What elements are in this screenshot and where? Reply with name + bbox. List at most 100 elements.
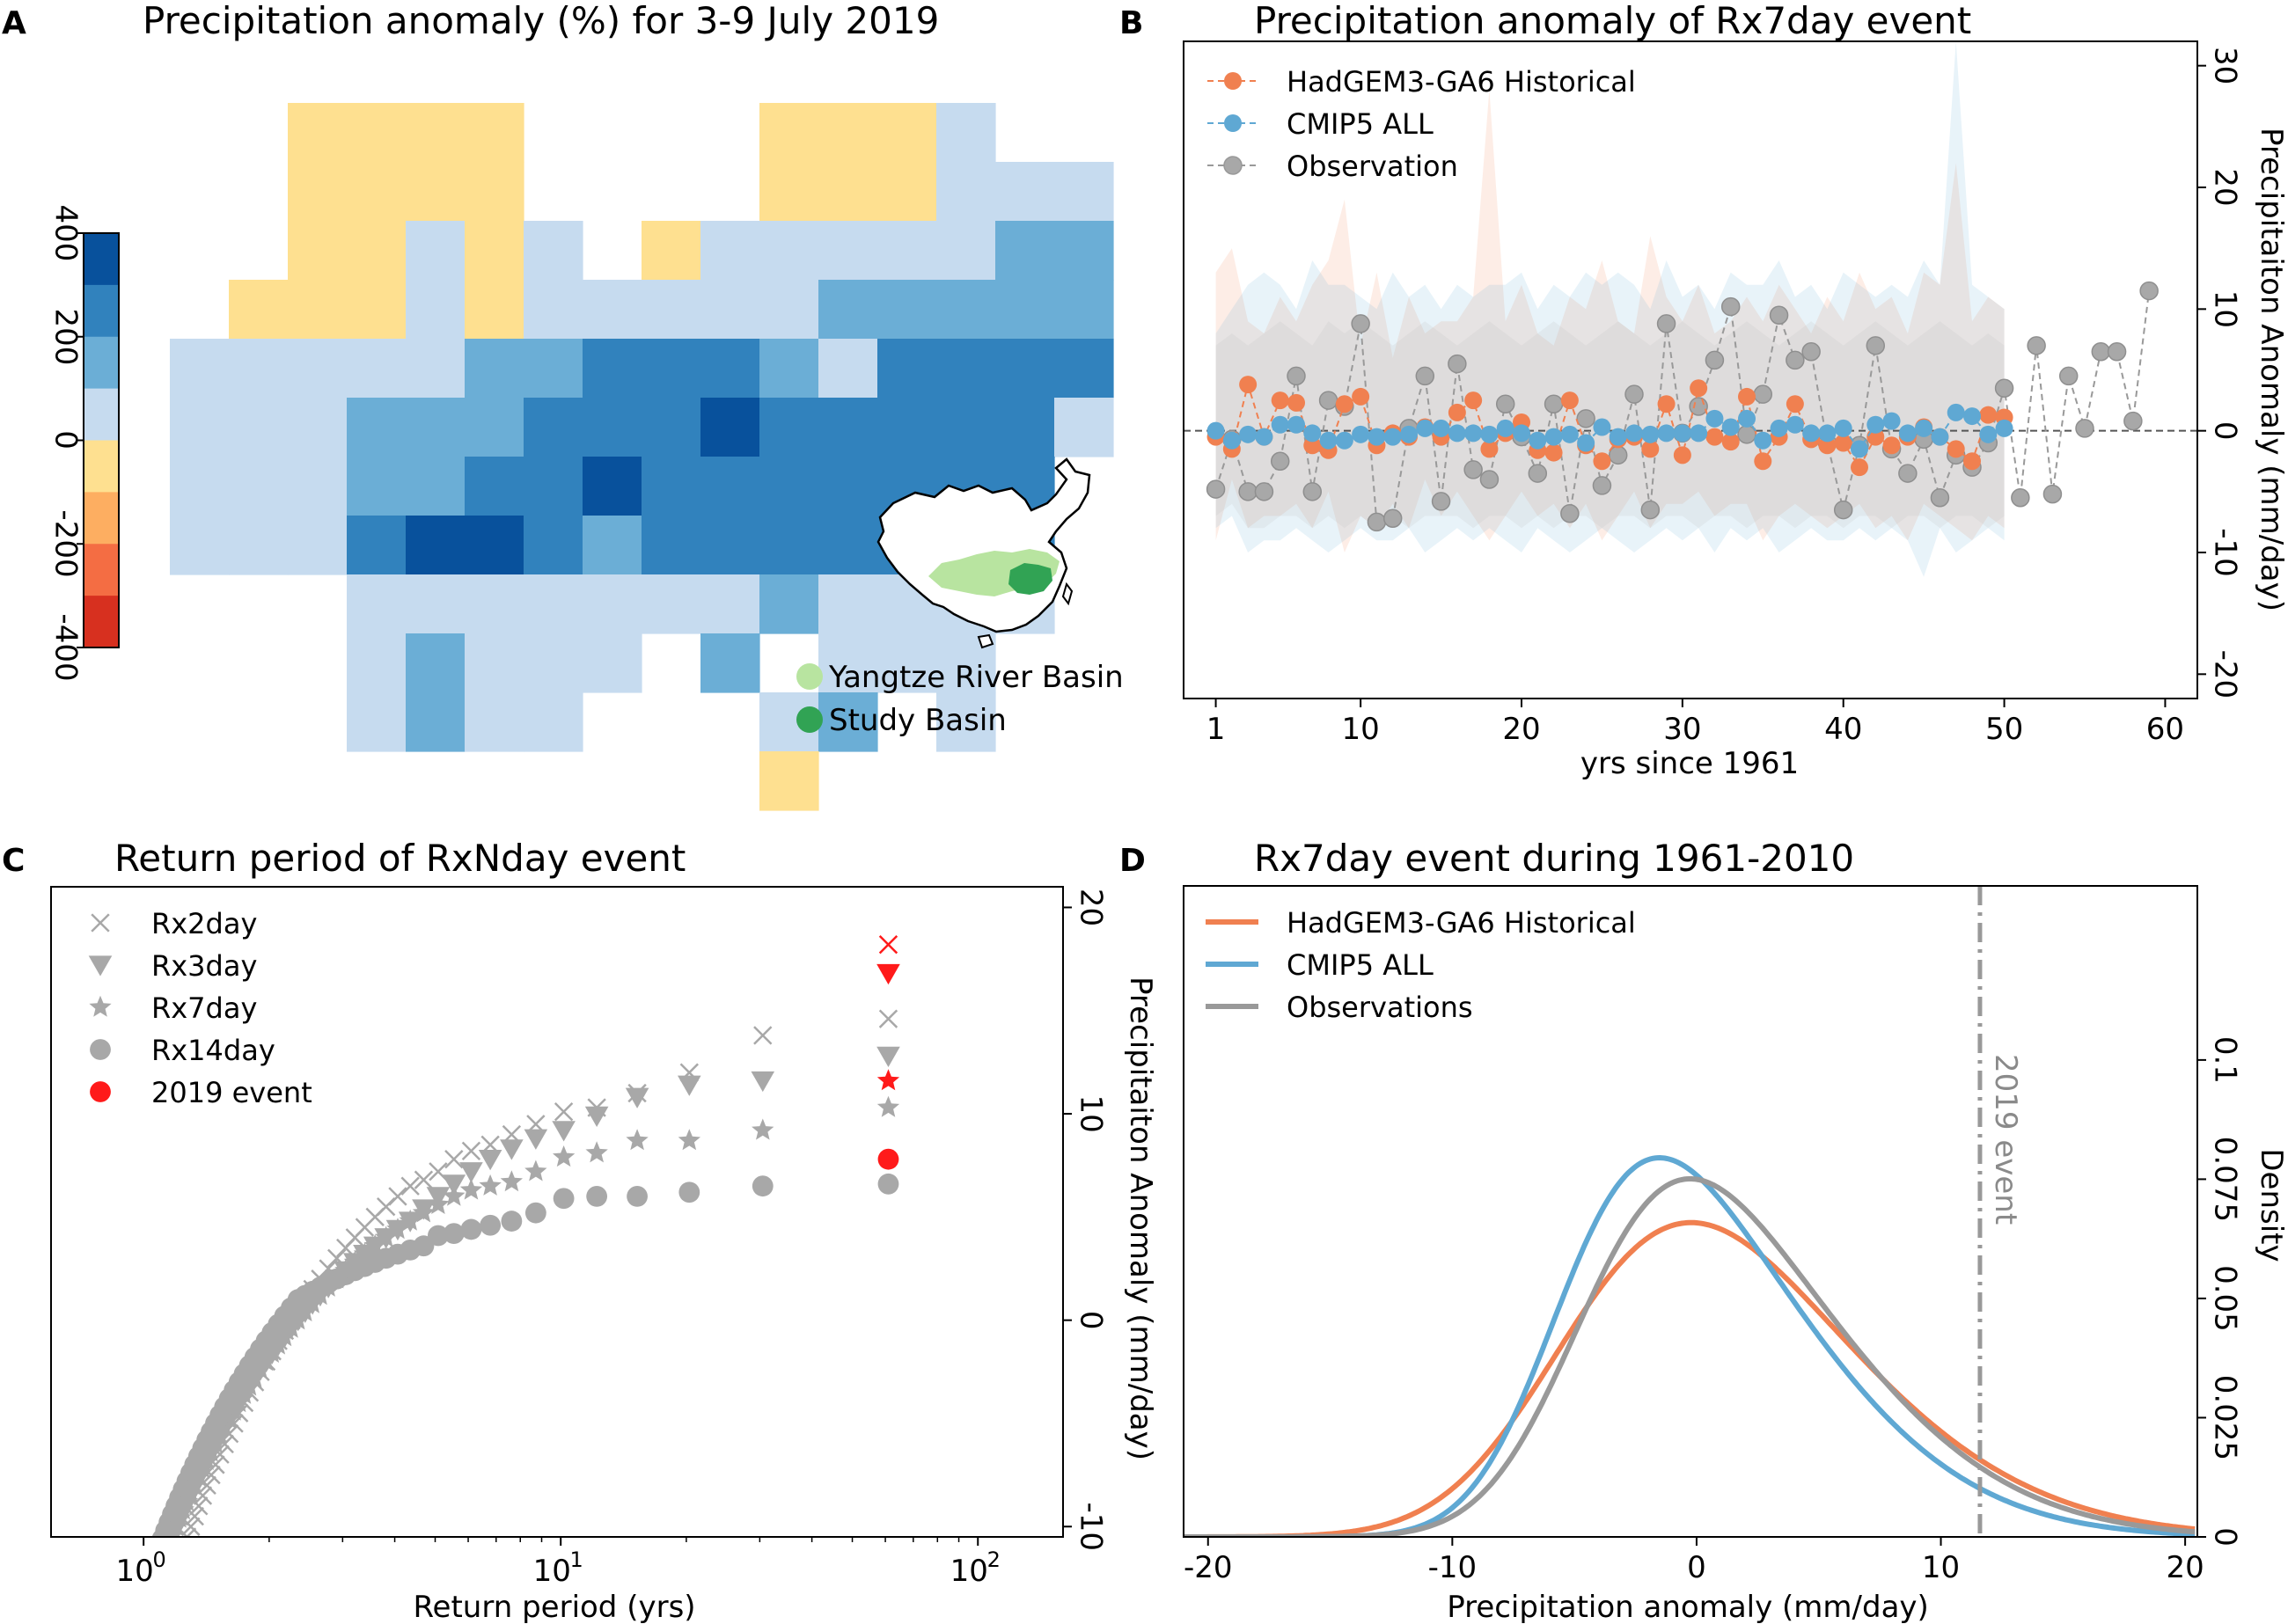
- data-point: [1222, 431, 1241, 450]
- panel-d-frame: [1183, 885, 2198, 1538]
- data-point: [586, 1186, 608, 1207]
- data-point: [150, 1611, 168, 1624]
- data-point: [1721, 418, 1740, 436]
- grid-cell: [877, 162, 937, 222]
- data-point: [1238, 482, 1258, 501]
- data-point: [399, 1209, 422, 1231]
- data-point: [1318, 391, 1338, 410]
- grid-cell: [406, 633, 466, 693]
- event-2019-point: [877, 1148, 899, 1170]
- data-point: [1947, 403, 1965, 421]
- grid-cell: [759, 280, 819, 340]
- grid-cell: [759, 398, 819, 457]
- data-point: [480, 1214, 502, 1236]
- grid-cell: [524, 516, 583, 575]
- y-tick-label: 0.05: [2208, 1265, 2243, 1332]
- data-point: [136, 1589, 158, 1610]
- event-2019-point: [878, 935, 898, 955]
- grid-cell: [642, 221, 701, 281]
- legend-marker: [1224, 72, 1242, 90]
- data-point: [1754, 452, 1772, 471]
- data-point: [1656, 314, 1676, 333]
- legend-label-rx14day: Rx14day: [151, 1034, 275, 1067]
- data-point: [1448, 354, 1467, 374]
- grid-cell: [818, 398, 878, 457]
- legend-label-observation: Observation: [1287, 150, 1458, 183]
- grid-cell: [229, 339, 289, 399]
- grid-cell: [465, 280, 524, 340]
- data-point: [554, 1102, 574, 1122]
- grid-cell: [759, 103, 819, 163]
- y-tick-label: 0.1: [2208, 1036, 2243, 1084]
- grid-cell: [406, 516, 466, 575]
- grid-cell: [759, 339, 819, 399]
- grid-cell: [936, 221, 996, 281]
- grid-cell: [877, 221, 937, 281]
- grid-cell: [288, 516, 348, 575]
- y-tick-label: 10: [2208, 290, 2243, 328]
- data-point: [1818, 424, 1837, 443]
- data-point: [2042, 484, 2063, 504]
- data-point: [479, 1174, 502, 1196]
- data-point: [2027, 336, 2046, 355]
- grid-cell: [524, 692, 583, 752]
- grid-cell: [700, 516, 760, 575]
- grid-cell: [818, 221, 878, 281]
- grid-cell: [583, 633, 642, 693]
- data-point: [443, 1223, 465, 1245]
- x-tick-exponent: 0: [153, 1547, 166, 1572]
- data-point: [375, 1225, 398, 1247]
- data-point: [678, 1075, 701, 1096]
- grid-cell: [995, 221, 1055, 281]
- data-point: [500, 1170, 523, 1192]
- data-point: [1239, 425, 1258, 443]
- legend-marker: [90, 1081, 111, 1102]
- data-point: [1833, 500, 1853, 520]
- data-point: [1866, 336, 1886, 355]
- data-point: [1947, 440, 1965, 458]
- data-point: [1898, 424, 1917, 443]
- data-point: [1786, 350, 1805, 370]
- grid-cell: [936, 692, 996, 752]
- data-point: [174, 1539, 192, 1556]
- data-point: [260, 1341, 283, 1363]
- data-point: [1834, 419, 1852, 437]
- data-point: [478, 1150, 502, 1171]
- data-point: [1673, 446, 1691, 465]
- grid-cell: [759, 516, 819, 575]
- data-point: [164, 1569, 181, 1587]
- grid-cell: [524, 457, 583, 516]
- data-point: [1254, 482, 1274, 501]
- data-point: [1641, 425, 1660, 443]
- panel-b-frame: [1183, 40, 2198, 699]
- data-point: [1271, 415, 1289, 434]
- data-point: [160, 1580, 178, 1598]
- grid-cell: [583, 398, 642, 457]
- data-point: [386, 1218, 409, 1240]
- data-point: [1206, 421, 1225, 440]
- grid-cell: [642, 280, 701, 340]
- colorbar-segment: [84, 388, 119, 441]
- legend-label-cmip5: CMIP5 ALL: [1287, 948, 1434, 982]
- data-point: [135, 1591, 158, 1612]
- data-point: [1801, 342, 1821, 362]
- data-point: [2123, 411, 2143, 431]
- panel-c-frame: [50, 886, 1064, 1538]
- y-tick-label: 0: [2208, 421, 2243, 441]
- data-point: [1625, 424, 1643, 443]
- data-point: [1576, 409, 1595, 428]
- series-group: [135, 1009, 900, 1624]
- colorbar: [77, 232, 120, 648]
- legend-label-rx3day: Rx3day: [151, 949, 257, 983]
- data-point: [1931, 428, 1949, 446]
- y-tick-label: 20: [2208, 168, 2243, 206]
- x-tick-exponent: 1: [570, 1547, 583, 1572]
- grid-cell: [465, 633, 524, 693]
- data-point: [553, 1145, 576, 1167]
- data-point: [2091, 342, 2111, 362]
- data-point: [1930, 488, 1950, 508]
- y-tick-label: 20: [1074, 889, 1109, 926]
- grid-cell: [170, 398, 230, 457]
- grid-cell: [347, 280, 407, 340]
